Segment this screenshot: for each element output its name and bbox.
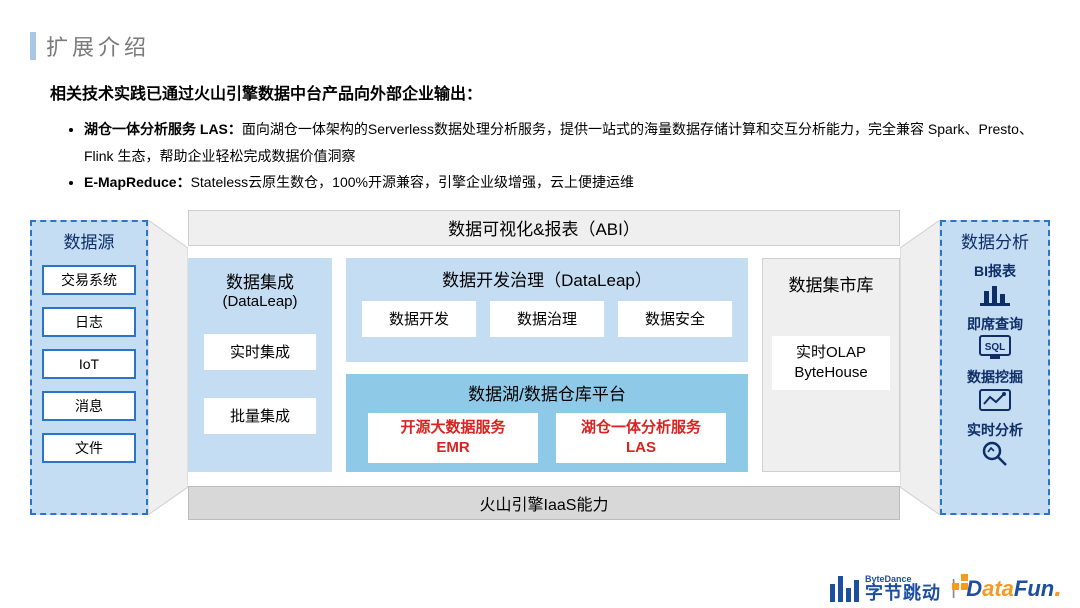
sql-monitor-icon: SQL — [978, 335, 1012, 361]
analytics-title: 数据分析 — [961, 228, 1029, 253]
bullet-las: 湖仓一体分析服务 LAS：面向湖仓一体架构的Serverless数据处理分析服务… — [84, 116, 1050, 169]
bullet-emr-lead: E-MapReduce： — [84, 174, 191, 190]
data-sources-title: 数据源 — [64, 228, 115, 253]
dev-title: 数据开发治理（DataLeap） — [442, 266, 652, 291]
section-title: 扩展介绍 — [30, 30, 1050, 62]
dev-item-security: 数据安全 — [618, 301, 732, 337]
footer-logos: ByteDance 字节跳动 | DataFun. — [830, 575, 1062, 602]
datafun-squares-icon — [952, 574, 970, 592]
dev-item-develop: 数据开发 — [362, 301, 476, 337]
analytics-adhoc: 即席查询 — [967, 314, 1023, 334]
data-sources-panel: 数据源 交易系统 日志 IoT 消息 文件 — [30, 220, 148, 515]
olap-line2: ByteHouse — [794, 363, 867, 383]
source-iot: IoT — [42, 349, 136, 379]
data-analytics-panel: 数据分析 BI报表 即席查询 SQL 数据挖掘 实时分析 — [940, 220, 1050, 515]
bullet-list: 湖仓一体分析服务 LAS：面向湖仓一体架构的Serverless数据处理分析服务… — [70, 116, 1050, 196]
dev-lake-column: 数据开发治理（DataLeap） 数据开发 数据治理 数据安全 数据湖/数据仓库… — [346, 258, 748, 472]
emr-line1: 开源大数据服务 — [400, 418, 505, 438]
svg-text:SQL: SQL — [985, 342, 1006, 353]
ingest-subtitle: (DataLeap) — [222, 293, 297, 310]
data-mart-panel: 数据集市库 实时OLAP ByteHouse — [762, 258, 900, 472]
lake-title: 数据湖/数据仓库平台 — [468, 380, 626, 405]
las-line2: LAS — [626, 438, 656, 458]
title-accent-bar — [30, 32, 36, 60]
bullet-emr-body: Stateless云原生数仓，100%开源兼容，引擎企业级增强，云上便捷运维 — [191, 174, 634, 190]
emr-box: 开源大数据服务 EMR — [368, 413, 538, 463]
source-file: 文件 — [42, 433, 136, 463]
batch-ingest: 批量集成 — [204, 398, 316, 434]
analytics-realtime: 实时分析 — [967, 420, 1023, 440]
abi-layer: 数据可视化&报表（ABI） — [188, 210, 900, 246]
emr-line2: EMR — [436, 438, 469, 458]
data-dev-governance-panel: 数据开发治理（DataLeap） 数据开发 数据治理 数据安全 — [346, 258, 748, 362]
iaas-layer: 火山引擎IaaS能力 — [188, 486, 900, 520]
data-integration-panel: 数据集成 (DataLeap) 实时集成 批量集成 — [188, 258, 332, 472]
flow-connector-left — [148, 220, 188, 515]
source-transaction: 交易系统 — [42, 265, 136, 295]
realtime-ingest: 实时集成 — [204, 334, 316, 370]
ingest-title: 数据集成 — [226, 268, 294, 293]
analytics-bi: BI报表 — [974, 261, 1016, 281]
analytics-mining: 数据挖掘 — [967, 367, 1023, 387]
bullet-las-lead: 湖仓一体分析服务 LAS： — [84, 121, 242, 137]
datafun-logo: DataFun. — [966, 576, 1062, 602]
lake-warehouse-panel: 数据湖/数据仓库平台 开源大数据服务 EMR 湖仓一体分析服务 LAS — [346, 374, 748, 472]
bytedance-bars-icon — [830, 576, 859, 602]
subtitle: 相关技术实践已通过火山引擎数据中台产品向外部企业输出： — [50, 80, 1050, 104]
source-message: 消息 — [42, 391, 136, 421]
line-chart-icon — [978, 388, 1012, 414]
bullet-emr: E-MapReduce：Stateless云原生数仓，100%开源兼容，引擎企业… — [84, 169, 1050, 196]
las-line1: 湖仓一体分析服务 — [581, 418, 701, 438]
bytedance-logo: ByteDance 字节跳动 — [830, 575, 941, 602]
bar-chart-icon — [978, 282, 1012, 308]
mart-title: 数据集市库 — [789, 271, 874, 296]
magnifier-icon — [978, 441, 1012, 467]
bytehouse-box: 实时OLAP ByteHouse — [772, 336, 890, 390]
middle-row: 数据集成 (DataLeap) 实时集成 批量集成 数据开发治理（DataLea… — [188, 258, 900, 472]
las-box: 湖仓一体分析服务 LAS — [556, 413, 726, 463]
architecture-diagram: 数据源 交易系统 日志 IoT 消息 文件 数据可视化&报表（ABI） 数据集成… — [30, 210, 1050, 525]
flow-connector-right — [900, 220, 940, 515]
olap-line1: 实时OLAP — [796, 343, 866, 363]
source-log: 日志 — [42, 307, 136, 337]
center-stack: 数据可视化&报表（ABI） 数据集成 (DataLeap) 实时集成 批量集成 … — [188, 210, 900, 520]
title-text: 扩展介绍 — [46, 30, 150, 62]
dev-item-governance: 数据治理 — [490, 301, 604, 337]
bytedance-cn: 字节跳动 — [865, 584, 941, 602]
